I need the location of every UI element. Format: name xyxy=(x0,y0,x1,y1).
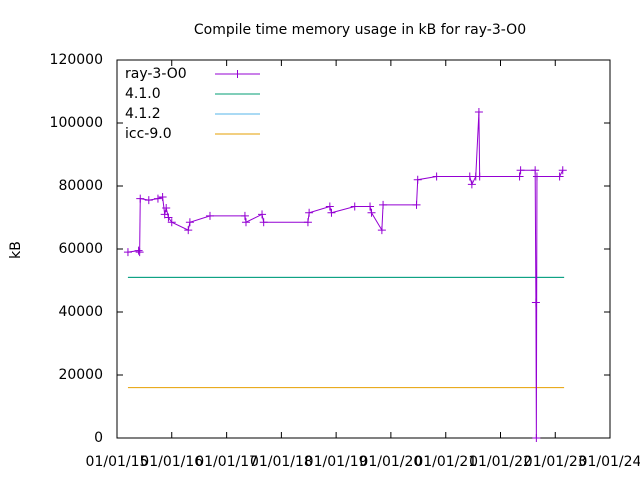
point-marker xyxy=(136,194,145,203)
point-marker xyxy=(412,200,421,209)
point-marker xyxy=(516,166,525,175)
point-marker xyxy=(555,172,564,181)
point-marker xyxy=(241,218,250,227)
point-marker xyxy=(258,210,267,219)
point-marker xyxy=(467,180,476,189)
point-marker xyxy=(134,246,143,255)
point-marker xyxy=(532,172,541,181)
point-marker xyxy=(379,200,388,209)
y-tick-label: 0 xyxy=(94,430,103,446)
chart-title: Compile time memory usage in kB for ray-… xyxy=(194,22,526,38)
y-tick-label: 60000 xyxy=(58,241,103,257)
y-tick-label: 40000 xyxy=(58,304,103,320)
x-tick-label: 01/01/24 xyxy=(579,454,640,470)
y-tick-label: 120000 xyxy=(50,52,103,68)
point-marker xyxy=(164,213,173,222)
series-line xyxy=(127,111,564,439)
point-marker xyxy=(205,211,214,220)
point-marker xyxy=(515,172,524,181)
point-marker xyxy=(531,298,540,307)
point-marker xyxy=(413,175,422,184)
x-tick-label: 01/01/19 xyxy=(305,454,368,470)
point-marker xyxy=(303,218,312,227)
point-marker xyxy=(327,208,336,217)
point-marker xyxy=(123,248,132,257)
point-marker xyxy=(167,218,176,227)
point-marker xyxy=(475,172,484,181)
x-tick-label: 01/01/23 xyxy=(524,454,587,470)
point-marker xyxy=(144,196,153,205)
legend-label: icc-9.0 xyxy=(125,126,172,142)
x-tick-label: 01/01/21 xyxy=(414,454,477,470)
point-marker xyxy=(158,193,167,202)
point-marker xyxy=(325,202,334,211)
point-marker xyxy=(432,172,441,181)
x-tick-label: 01/01/17 xyxy=(195,454,258,470)
point-marker xyxy=(259,218,268,227)
point-marker xyxy=(377,226,386,235)
x-tick-label: 01/01/16 xyxy=(140,454,203,470)
x-tick-label: 01/01/18 xyxy=(250,454,313,470)
x-tick-label: 01/01/20 xyxy=(359,454,422,470)
point-marker xyxy=(474,107,483,116)
y-tick-label: 20000 xyxy=(58,367,103,383)
point-marker xyxy=(367,208,376,217)
x-tick-label: 01/01/15 xyxy=(86,454,149,470)
point-marker xyxy=(240,211,249,220)
point-marker xyxy=(350,202,359,211)
y-axis-label: kB xyxy=(8,241,24,259)
x-tick-label: 01/01/22 xyxy=(469,454,532,470)
point-marker xyxy=(135,248,144,257)
point-marker xyxy=(532,434,541,442)
point-marker xyxy=(162,204,171,213)
legend-label: 4.1.2 xyxy=(125,106,161,122)
point-marker xyxy=(185,218,194,227)
point-marker xyxy=(184,226,193,235)
y-tick-label: 80000 xyxy=(58,178,103,194)
legend-label: ray-3-O0 xyxy=(125,66,187,82)
point-marker xyxy=(305,208,314,217)
legend-marker xyxy=(233,70,242,78)
point-marker xyxy=(558,166,567,175)
y-tick-label: 100000 xyxy=(50,115,103,131)
point-marker xyxy=(153,194,162,203)
legend-label: 4.1.0 xyxy=(125,86,161,102)
point-marker xyxy=(531,166,540,175)
point-marker xyxy=(366,202,375,211)
